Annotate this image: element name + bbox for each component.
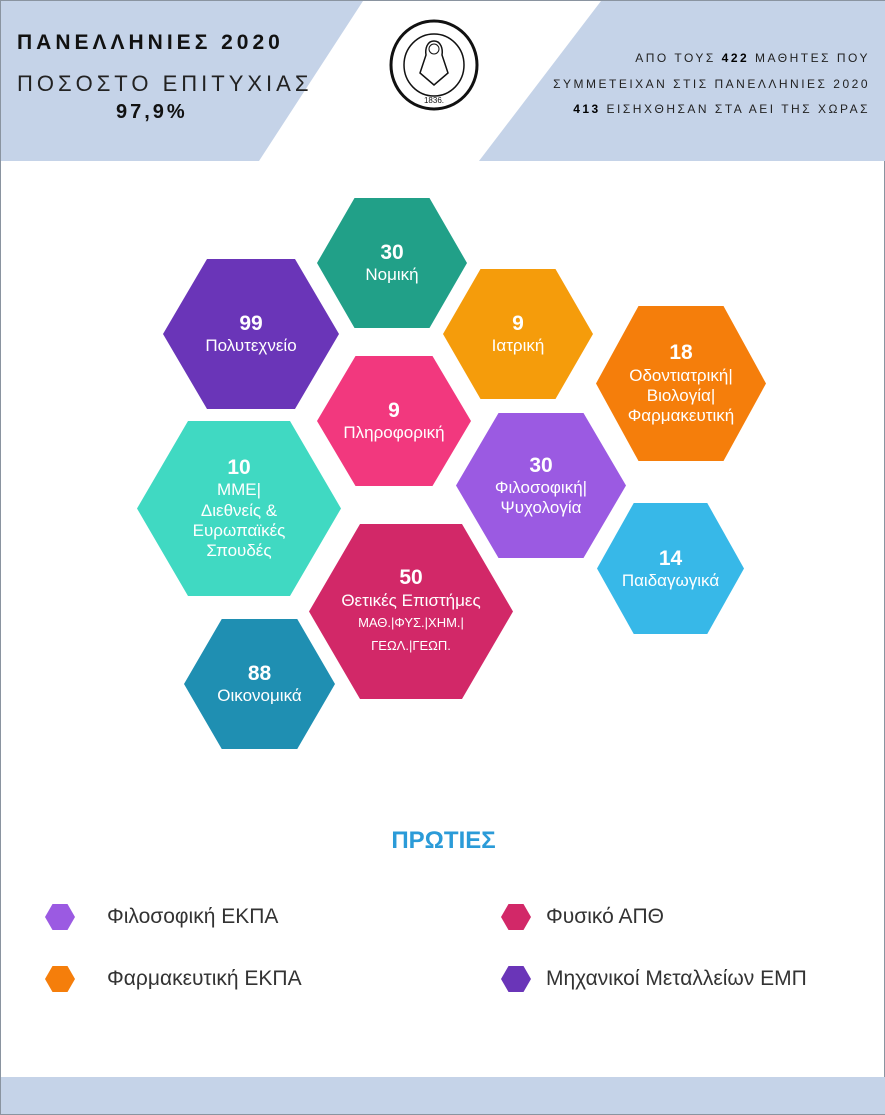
hex-odontiatriki: 18 Οδοντιατρική| Βιολογία| Φαρμακευτική <box>596 306 766 461</box>
legend-item: Μηχανικοί Μεταλλείων ΕΜΠ <box>501 966 807 992</box>
hex-oikonomika: 88 Οικονομικά <box>184 619 335 749</box>
legend-item: Φαρμακευτική ΕΚΠΑ <box>45 966 302 992</box>
legend-item: Φιλοσοφική ΕΚΠΑ <box>45 904 278 930</box>
hex-polytechneio: 99 Πολυτεχνείο <box>163 259 339 409</box>
hex-filosofiki: 30 Φιλοσοφική| Ψυχολογία <box>456 413 626 558</box>
svg-text:1836.: 1836. <box>424 96 444 105</box>
hex-nomiki: 30 Νομική <box>317 198 467 328</box>
info-line-2: ΣΥΜΜΕΤΕΙΧΑΝ ΣΤΙΣ ΠΑΝΕΛΛΗΝΙΕΣ 2020 <box>553 77 870 91</box>
success-rate-value: 97,9% <box>116 101 188 123</box>
hexagon-bullet-icon <box>501 966 531 992</box>
hex-paidagogika: 14 Παιδαγωγικά <box>597 503 744 634</box>
hexagon-bullet-icon <box>45 966 75 992</box>
header-background <box>1 1 885 161</box>
hexagon-bullet-icon <box>45 904 75 930</box>
society-seal-logo: 1836. <box>389 19 479 111</box>
hex-thetikes: 50 Θετικές Επιστήμες ΜΑΘ.|ΦΥΣ.|ΧΗΜ.| ΓΕΩΛ.|… <box>309 524 513 699</box>
hex-pliroforiki: 9 Πληροφορική <box>317 356 471 486</box>
hex-iatriki: 9 Ιατρική <box>443 269 593 399</box>
hex-mme: 10 ΜΜΕ| Διεθνείς & Ευρωπαϊκές Σπουδές <box>137 421 341 596</box>
footer-bar <box>1 1077 885 1114</box>
info-line-3: 413 ΕΙΣΗΧΘΗΣΑΝ ΣΤΑ ΑΕΙ ΤΗΣ ΧΩΡΑΣ <box>573 102 870 116</box>
legend-item: Φυσικό ΑΠΘ <box>501 904 664 930</box>
success-rate-label: ΠΟΣΟΣΤΟ ΕΠΙΤΥΧΙΑΣ <box>17 71 313 96</box>
info-line-1: ΑΠΟ ΤΟΥΣ 422 ΜΑΘΗΤΕΣ ΠΟΥ <box>635 51 870 65</box>
header-title: ΠΑΝΕΛΛΗΝΙΕΣ 2020 <box>17 31 284 54</box>
firsts-title: ΠΡΩΤΙΕΣ <box>391 827 496 854</box>
hexagon-bullet-icon <box>501 904 531 930</box>
